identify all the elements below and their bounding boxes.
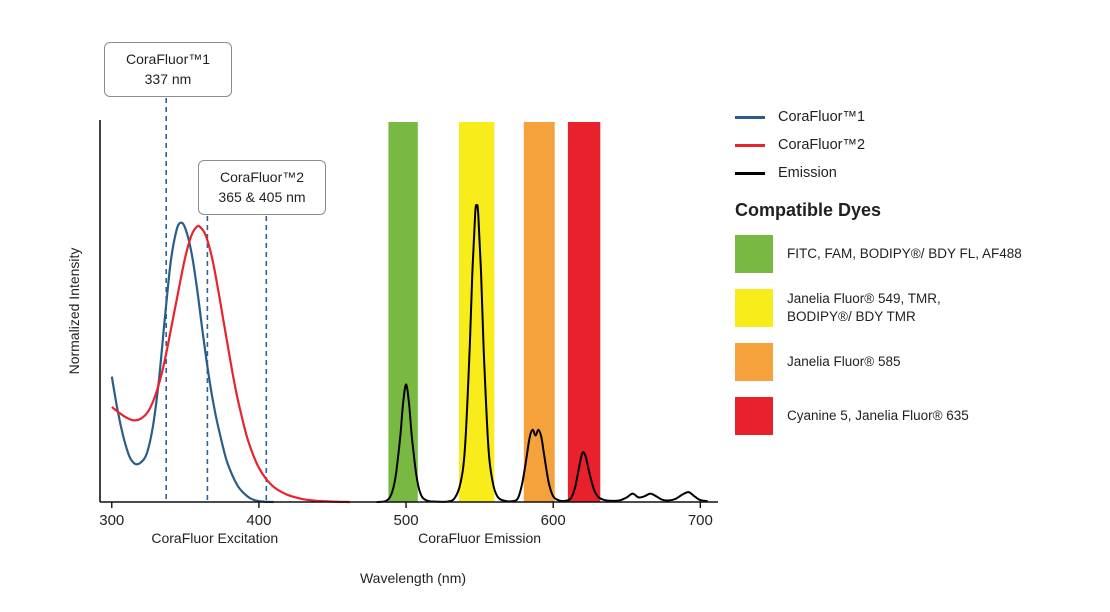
callout-value: 365 & 405 nm [218, 188, 306, 205]
yellow-dye-swatch [735, 289, 773, 327]
callout-title: CoraFluor™1 [125, 51, 211, 67]
emission-line-swatch [735, 171, 765, 175]
dye-label: Cyanine 5, Janelia Fluor® 635 [787, 407, 969, 423]
callout-corafluor2-365-405nm: CoraFluor™2 365 & 405 nm [198, 160, 326, 216]
dye-item-orange: Janelia Fluor® 585 [735, 343, 1103, 381]
x-tick-label: 700 [688, 512, 713, 529]
x-tick-label: 300 [99, 512, 124, 529]
legend-label: CoraFluor™2 [778, 137, 866, 153]
red-dye-swatch [735, 397, 773, 435]
legend-panel: CoraFluor™1 CoraFluor™2 Emission Compati… [735, 106, 1103, 451]
legend-label: CoraFluor™1 [778, 109, 866, 125]
dye-label: Janelia Fluor® 549, TMR, BODIPY®/ BDY TM… [787, 290, 941, 324]
callout-title: CoraFluor™2 [219, 169, 305, 185]
x-axis-sublabel: CoraFluor Excitation [151, 530, 278, 546]
series-Emission [376, 203, 708, 503]
legend-item-corafluor1: CoraFluor™1 [735, 106, 1103, 128]
x-tick-label: 600 [541, 512, 566, 529]
dye-label: FITC, FAM, BODIPY®/ BDY FL, AF488 [787, 245, 1022, 261]
legend-label: Emission [778, 165, 837, 181]
corafluor2-line-swatch [735, 143, 765, 147]
x-tick-label: 400 [246, 512, 271, 529]
y-axis-label: Normalized Intensity [66, 247, 82, 375]
dye-item-red: Cyanine 5, Janelia Fluor® 635 [735, 397, 1103, 435]
x-tick-label: 500 [394, 512, 419, 529]
dye-label: Janelia Fluor® 585 [787, 353, 901, 369]
series-CoraFluor1-excitation [110, 221, 274, 504]
series-CoraFluor2-excitation [111, 224, 351, 504]
legend-item-emission: Emission [735, 162, 1103, 184]
dye-item-yellow: Janelia Fluor® 549, TMR, BODIPY®/ BDY TM… [735, 289, 1103, 327]
x-axis-sublabel: CoraFluor Emission [418, 530, 541, 546]
corafluor1-line-swatch [735, 115, 765, 119]
green-dye-swatch [735, 235, 773, 273]
legend-item-corafluor2: CoraFluor™2 [735, 134, 1103, 156]
callout-corafluor1-337nm: CoraFluor™1 337 nm [104, 42, 232, 98]
callout-value: 337 nm [144, 70, 192, 87]
x-axis-label: Wavelength (nm) [359, 570, 467, 586]
dye-item-green: FITC, FAM, BODIPY®/ BDY FL, AF488 [735, 235, 1103, 273]
compatible-dyes-heading: Compatible Dyes [735, 200, 882, 220]
red-filter-band [567, 122, 601, 502]
orange-dye-swatch [735, 343, 773, 381]
